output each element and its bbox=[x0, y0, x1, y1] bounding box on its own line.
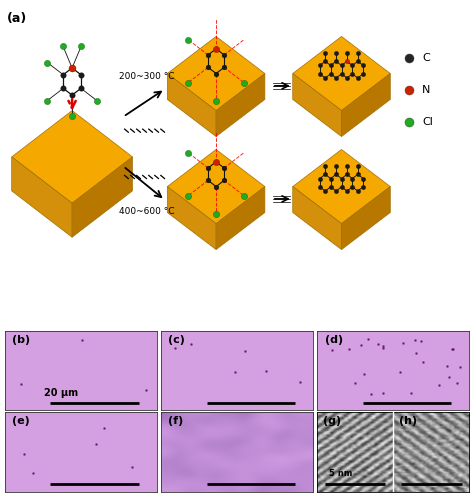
Point bbox=[445, 373, 452, 381]
Point bbox=[171, 344, 179, 352]
Point bbox=[142, 386, 150, 394]
Polygon shape bbox=[341, 187, 390, 249]
Polygon shape bbox=[341, 74, 390, 136]
Text: (e): (e) bbox=[12, 416, 30, 426]
Point bbox=[357, 341, 365, 349]
Polygon shape bbox=[293, 150, 390, 224]
Polygon shape bbox=[216, 187, 265, 249]
Point bbox=[367, 390, 374, 398]
Text: N: N bbox=[422, 85, 430, 95]
Point bbox=[79, 336, 86, 344]
Point bbox=[412, 349, 419, 357]
Point bbox=[419, 358, 427, 366]
Point bbox=[262, 367, 270, 375]
Point bbox=[379, 342, 387, 350]
Point bbox=[351, 379, 358, 387]
Text: (c): (c) bbox=[168, 335, 185, 345]
Point bbox=[456, 364, 464, 371]
Point bbox=[128, 463, 136, 471]
Point bbox=[453, 379, 461, 387]
Point bbox=[346, 345, 353, 353]
Point bbox=[411, 336, 419, 344]
Polygon shape bbox=[72, 157, 132, 237]
Polygon shape bbox=[167, 150, 265, 224]
Point bbox=[20, 451, 27, 458]
Text: (f): (f) bbox=[168, 416, 184, 426]
Point bbox=[444, 362, 451, 370]
Polygon shape bbox=[293, 37, 390, 111]
Point bbox=[380, 344, 387, 352]
Text: 20 μm: 20 μm bbox=[45, 388, 79, 398]
Polygon shape bbox=[167, 74, 216, 136]
Point bbox=[374, 340, 382, 348]
Polygon shape bbox=[293, 74, 341, 136]
Text: (h): (h) bbox=[399, 416, 417, 426]
Point bbox=[328, 346, 336, 354]
Point bbox=[407, 389, 415, 397]
Polygon shape bbox=[216, 74, 265, 136]
Point bbox=[241, 347, 249, 355]
Point bbox=[449, 345, 456, 353]
Text: C: C bbox=[422, 53, 429, 63]
Text: 400~600 °C: 400~600 °C bbox=[118, 207, 174, 216]
Point bbox=[18, 380, 25, 388]
Point bbox=[379, 389, 386, 397]
Text: (g): (g) bbox=[323, 416, 341, 426]
Point bbox=[100, 424, 108, 432]
Point bbox=[435, 381, 442, 389]
Point bbox=[29, 469, 36, 477]
Polygon shape bbox=[167, 37, 265, 111]
Polygon shape bbox=[12, 111, 132, 203]
Point bbox=[92, 440, 100, 448]
Text: (a): (a) bbox=[7, 12, 27, 25]
Point bbox=[399, 339, 407, 347]
Polygon shape bbox=[293, 187, 341, 249]
Point bbox=[396, 368, 403, 375]
Polygon shape bbox=[167, 187, 216, 249]
Point bbox=[296, 377, 303, 385]
Polygon shape bbox=[12, 157, 72, 237]
Point bbox=[231, 369, 239, 376]
Point bbox=[187, 340, 194, 348]
Text: (b): (b) bbox=[12, 335, 30, 345]
Point bbox=[360, 370, 367, 378]
Text: 5 nm: 5 nm bbox=[329, 469, 353, 478]
Text: (d): (d) bbox=[325, 335, 343, 345]
Text: Cl: Cl bbox=[422, 117, 433, 127]
Point bbox=[448, 345, 456, 353]
Point bbox=[364, 335, 372, 343]
Text: 200~300 °C: 200~300 °C bbox=[118, 72, 174, 81]
Point bbox=[417, 337, 425, 345]
